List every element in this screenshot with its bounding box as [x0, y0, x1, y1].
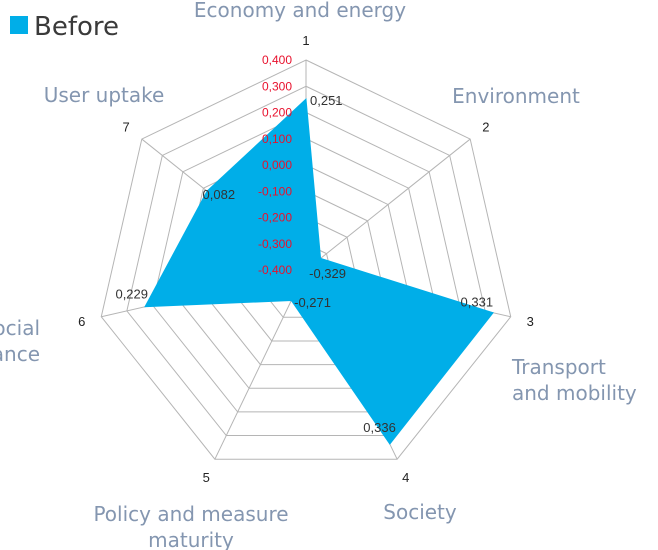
data-label: 0,229	[115, 287, 148, 302]
series-area-before	[144, 98, 494, 445]
axis-number: 6	[78, 314, 85, 329]
tick-label: 0,000	[262, 158, 292, 172]
category-label: Economy and energy	[194, 0, 406, 22]
data-label: -0,271	[294, 295, 331, 310]
data-label: -0,329	[309, 266, 346, 281]
data-label: 0,336	[363, 420, 396, 435]
grid-ring	[151, 111, 461, 413]
category-label: User uptake	[44, 83, 165, 107]
axis-number: 5	[203, 470, 210, 485]
data-labels: 0,251 -0,329 0,331 0,336 -0,271 0,229 0,082	[115, 93, 493, 435]
grid-ring	[126, 85, 486, 437]
radial-tick-labels: -0,400 -0,300 -0,200 -0,100 0,000 0,100 0,200 0…	[258, 53, 292, 277]
data-label: 0,331	[461, 295, 494, 310]
tick-label: 0,200	[262, 106, 292, 120]
tick-label: 0,300	[262, 79, 292, 93]
legend: Before	[10, 12, 119, 42]
radar-series	[144, 98, 494, 445]
tick-label: -0,100	[258, 184, 292, 198]
legend-swatch	[10, 16, 28, 34]
tick-label: 0,100	[262, 132, 292, 146]
axis-number: 2	[482, 120, 489, 135]
axis-number: 1	[302, 33, 309, 48]
category-label: Socialacceptance	[0, 316, 40, 366]
axis-number: 4	[402, 470, 409, 485]
legend-label: Before	[34, 12, 119, 42]
data-label: 0,082	[203, 187, 236, 202]
tick-label: -0,300	[258, 237, 292, 251]
grid-ring	[100, 59, 512, 460]
tick-label: -0,200	[258, 211, 292, 225]
category-label: Transport and mobility	[511, 355, 637, 405]
category-labels: Economy and energy Environment Transport an…	[0, 0, 637, 550]
grid-spoke	[214, 269, 307, 460]
category-label: Society	[383, 500, 457, 524]
tick-label: 0,400	[262, 53, 292, 67]
category-label: Environment	[452, 84, 580, 108]
data-label: 0,251	[310, 93, 343, 108]
axis-number: 3	[527, 314, 534, 329]
axis-number: 7	[123, 120, 130, 135]
category-label: Policy and measure maturity	[93, 502, 288, 550]
axis-numbers: 1 2 3 4 5 6 7	[78, 33, 534, 485]
tick-label: -0,400	[258, 263, 292, 277]
grid-spoke	[305, 138, 471, 271]
